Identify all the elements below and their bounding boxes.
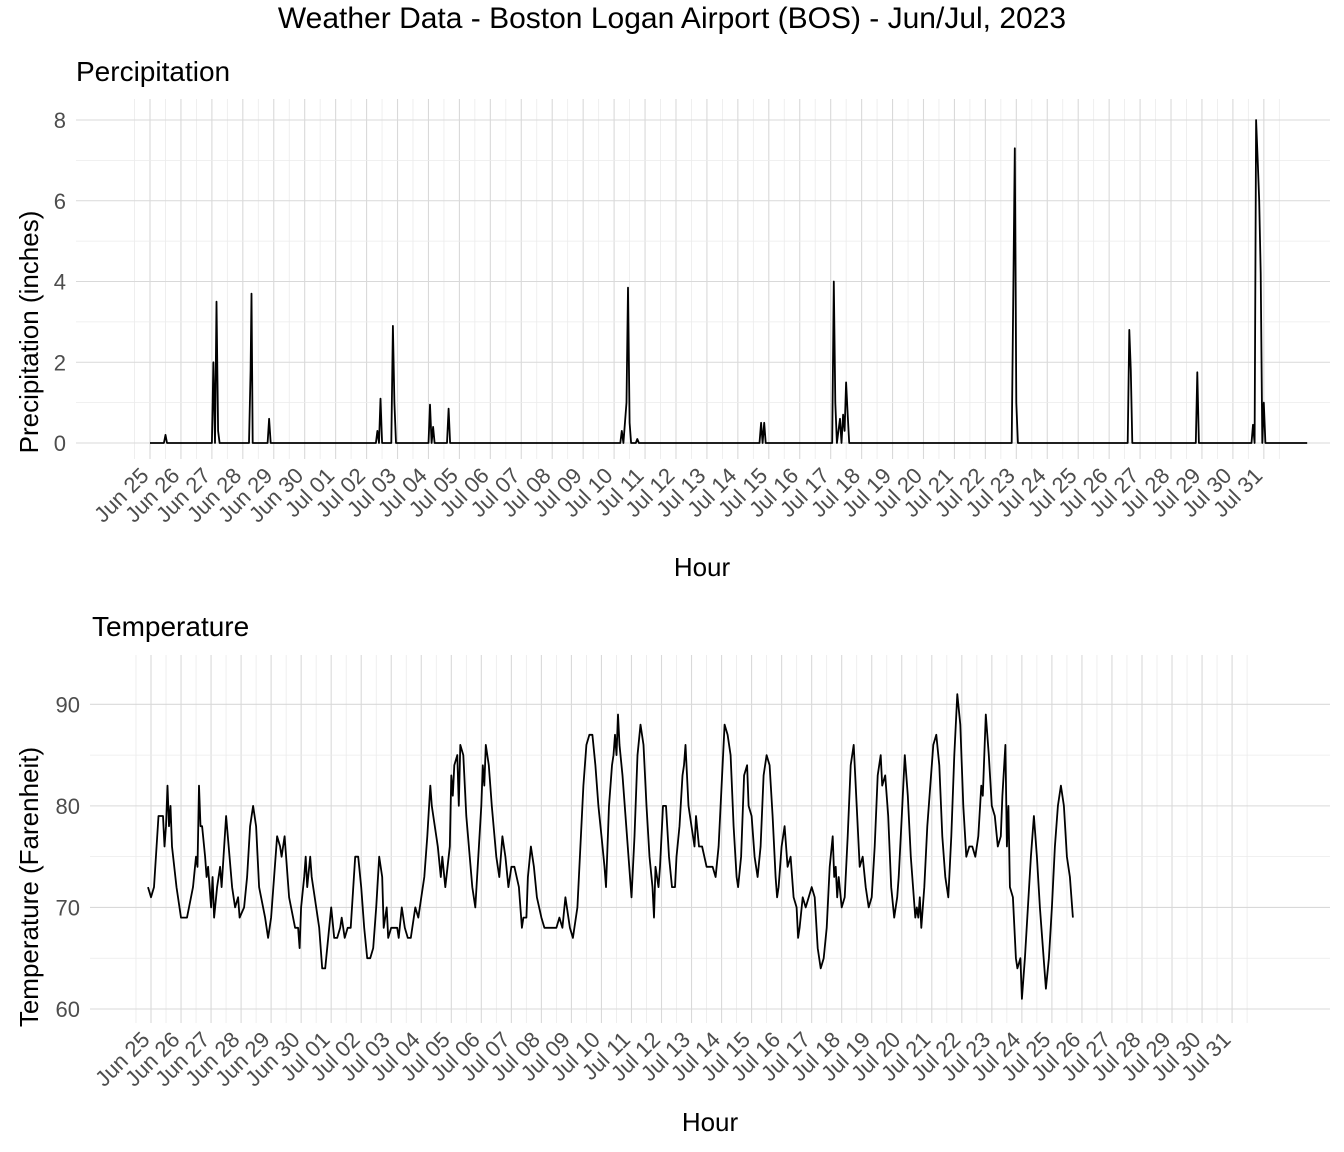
y-tick-label: 90 bbox=[56, 692, 80, 717]
precipitation-y-tick-labels: 0 2 4 6 8 bbox=[54, 108, 66, 456]
precipitation-series-line bbox=[150, 119, 1308, 444]
y-tick-label: 60 bbox=[56, 997, 80, 1022]
temperature-series-line bbox=[147, 693, 1074, 1000]
y-tick-label: 4 bbox=[54, 270, 66, 295]
precipitation-y-axis-label: Precipitation (inches) bbox=[14, 211, 44, 454]
precipitation-panel-title: Percipitation bbox=[76, 56, 230, 87]
y-tick-label: 6 bbox=[54, 189, 66, 214]
main-title: Weather Data - Boston Logan Airport (BOS… bbox=[277, 2, 1067, 35]
temperature-gridlines bbox=[90, 655, 1330, 1023]
temperature-panel-title: Temperature bbox=[92, 611, 249, 642]
temperature-y-axis-label: Temperature (Farenheit) bbox=[14, 747, 44, 1027]
temperature-x-axis-label: Hour bbox=[682, 1107, 739, 1137]
y-tick-label: 0 bbox=[54, 431, 66, 456]
temperature-y-tick-labels: 60 70 80 90 bbox=[56, 692, 80, 1022]
y-tick-label: 8 bbox=[54, 108, 66, 133]
precipitation-x-axis-label: Hour bbox=[674, 552, 731, 582]
y-tick-label: 2 bbox=[54, 350, 66, 375]
precipitation-gridlines bbox=[76, 99, 1330, 459]
y-tick-label: 80 bbox=[56, 794, 80, 819]
y-tick-label: 70 bbox=[56, 895, 80, 920]
